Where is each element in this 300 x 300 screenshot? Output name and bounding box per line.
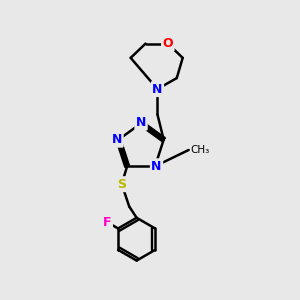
Text: N: N — [152, 160, 162, 173]
Text: N: N — [152, 82, 163, 96]
Text: N: N — [112, 133, 122, 146]
Text: F: F — [103, 216, 112, 229]
Text: N: N — [136, 116, 146, 129]
Text: O: O — [163, 37, 173, 50]
Text: S: S — [117, 178, 126, 191]
Text: CH₃: CH₃ — [190, 145, 209, 155]
